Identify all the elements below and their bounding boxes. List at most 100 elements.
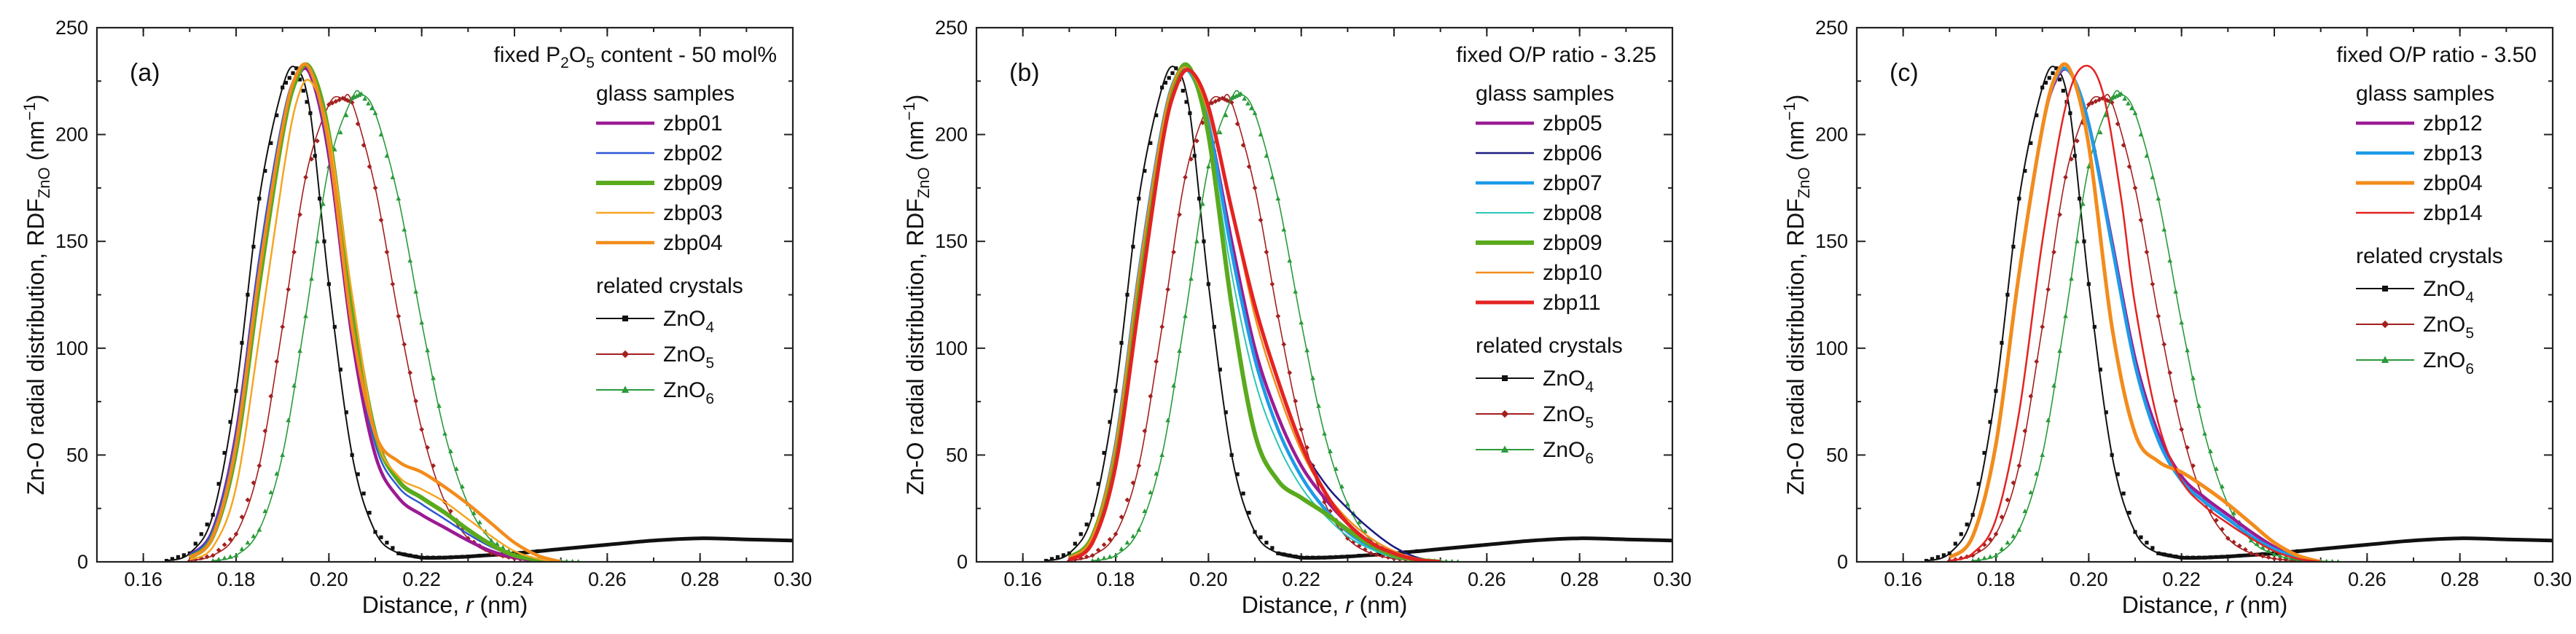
crystal-point [1163, 80, 1168, 85]
crystal-point [1154, 359, 1159, 364]
x-axis-label-part: (nm) [474, 592, 528, 618]
crystal-point [274, 359, 280, 364]
legend-heading-glass: glass samples [1476, 82, 1614, 106]
crystal-series-line [189, 93, 561, 562]
crystal-point [2161, 342, 2167, 348]
crystal-point [1154, 113, 1159, 117]
crystal-point [2068, 111, 2072, 115]
crystal-point [2005, 497, 2011, 503]
legend-label: ZnO5 [663, 343, 714, 372]
x-axis-label-part: (nm) [1353, 592, 1408, 618]
crystal-point [1218, 367, 1222, 372]
crystal-point [216, 557, 222, 562]
crystal-point [326, 102, 332, 107]
crystal-point [1234, 121, 1240, 127]
crystal-point [1994, 388, 1998, 394]
crystal-point [1245, 101, 1250, 106]
crystal-point [233, 552, 239, 557]
crystal-point [199, 532, 203, 536]
crystal-point [2086, 102, 2091, 107]
crystal-point [233, 531, 239, 537]
legend-marker [2381, 356, 2389, 363]
crystal-point [2129, 106, 2134, 111]
crystal-point [425, 348, 431, 353]
x-axis-label: Distance, r (nm) [2122, 592, 2288, 618]
legend-label-part: 6 [705, 391, 714, 407]
crystal-point [2179, 426, 2185, 432]
crystal-point [436, 403, 442, 408]
legend-label: ZnO4 [1543, 367, 1594, 396]
panel-title-part: O [569, 43, 586, 67]
crystal-point [1334, 466, 1339, 471]
crystal-point [361, 491, 366, 496]
crystal-point [2150, 174, 2156, 179]
crystal-point [1188, 111, 1192, 115]
crystal-point [2150, 546, 2155, 550]
crystal-point [1148, 394, 1154, 399]
y-axis-label-part: −1 [1780, 102, 1798, 120]
crystal-point [477, 520, 482, 525]
crystal-point [1216, 97, 1222, 103]
panel-title-part: fixed O/P ratio - 3.25 [1456, 43, 1656, 67]
chart-panel: 0.16 0.18 0.20 0.22 0.24 0.26 0.28 0.30 0 50 100 15… [1780, 17, 2572, 618]
crystal-point [291, 71, 295, 75]
crystal-point [308, 111, 313, 115]
crystal-point [1976, 557, 1981, 562]
crystal-point [1264, 541, 1269, 545]
crystal-point [228, 420, 232, 424]
y-axis-label-part: Zn-O radial distribution, RDF [23, 198, 49, 495]
crystal-point [262, 508, 268, 513]
crystal-point [1171, 249, 1176, 255]
crystal-point [2118, 91, 2124, 96]
crystal-point [1209, 100, 1215, 106]
panel-title-part: fixed O/P ratio - 3.50 [2336, 43, 2537, 67]
crystal-point [1136, 527, 1142, 532]
crystal-point [1107, 554, 1113, 559]
crystal-point [2086, 163, 2091, 169]
crystal-point [1356, 520, 1362, 525]
crystal-point [379, 535, 383, 539]
crystal-point [2104, 410, 2108, 415]
crystal-point [1970, 512, 1975, 517]
legend-label: zbp09 [1543, 231, 1602, 255]
crystal-point [2156, 195, 2161, 201]
crystal-point [2126, 101, 2131, 106]
crystal-point [1137, 196, 1141, 201]
panel-title: fixed P2O5 content - 50 mol% [493, 43, 777, 71]
crystal-point [315, 138, 320, 144]
crystal-point [2202, 431, 2207, 436]
crystal-point [2260, 553, 2266, 559]
crystal-point [1148, 490, 1154, 495]
y-axis-label-part: ZnO [1795, 167, 1813, 198]
crystal-point [2132, 110, 2138, 115]
crystal-point [2115, 121, 2121, 127]
crystal-point [315, 238, 320, 243]
y-axis-label-part: ) [1782, 95, 1809, 103]
crystal-point [372, 185, 378, 191]
crystal-point [2075, 138, 2080, 144]
legend-label-part: 6 [1585, 450, 1594, 467]
legend-heading-crystal: related crystals [1476, 334, 1623, 358]
crystal-point [297, 77, 302, 82]
panel-title: fixed O/P ratio - 3.50 [2336, 43, 2537, 67]
crystal-point [234, 388, 238, 394]
x-tick-label: 0.24 [2255, 568, 2294, 590]
crystal-point [1148, 141, 1153, 145]
crystal-point [1982, 450, 1986, 455]
legend-label: ZnO6 [663, 378, 714, 407]
crystal-point [2016, 527, 2022, 532]
x-axis-label-part: (nm) [2234, 592, 2288, 618]
crystal-point [1089, 552, 1095, 558]
legend-label-part: ZnO [663, 307, 705, 331]
series-layer [1924, 62, 2553, 562]
crystal-point [413, 289, 419, 294]
crystal-point [297, 212, 302, 217]
crystal-point [1976, 482, 1981, 486]
crystal-point [1258, 131, 1264, 137]
crystal-point [1970, 557, 1975, 562]
crystal-point [1108, 420, 1112, 424]
crystal-point [425, 445, 431, 450]
crystal-point [1988, 420, 1992, 424]
crystal-point [1170, 71, 1175, 75]
crystal-point [2057, 77, 2062, 82]
